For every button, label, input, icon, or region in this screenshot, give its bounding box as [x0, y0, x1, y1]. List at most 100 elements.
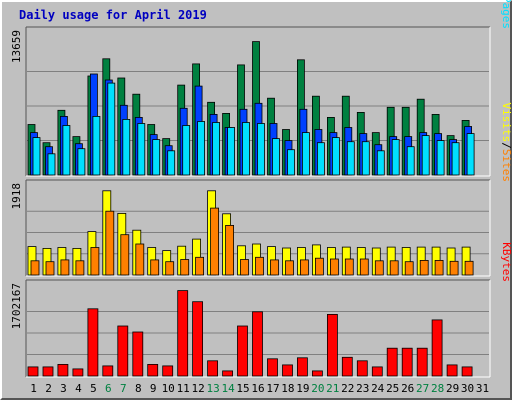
x-tick-label-day-26: 26 — [401, 382, 414, 395]
legend-entry: Pages — [500, 0, 512, 29]
bar-sites-day-12 — [195, 256, 205, 276]
bar-sites-day-14 — [225, 224, 235, 276]
bar-kbytes-day-1 — [27, 366, 39, 377]
x-tick-label-day-29: 29 — [446, 382, 459, 395]
bar-pages-day-13 — [212, 122, 221, 176]
x-tick-label-day-25: 25 — [386, 382, 399, 395]
bar-kbytes-day-6 — [102, 365, 114, 377]
bar-kbytes-day-16 — [252, 311, 263, 377]
bar-sites-day-8 — [135, 243, 145, 276]
bar-pages-day-22 — [346, 141, 355, 176]
bar-sites-day-11 — [180, 259, 190, 276]
bar-pages-day-26 — [406, 146, 415, 176]
legend-entry: KBytes — [500, 242, 512, 282]
bar-sites-day-20 — [314, 257, 324, 276]
bar-sites-day-5 — [90, 247, 100, 276]
bar-kbytes-day-13 — [207, 360, 219, 377]
bar-pages-day-16 — [257, 123, 265, 176]
bar-kbytes-day-4 — [72, 368, 84, 377]
bar-kbytes-day-17 — [267, 358, 278, 377]
bar-pages-day-11 — [182, 125, 191, 176]
bar-kbytes-day-2 — [42, 366, 54, 377]
x-tick-label-day-7: 7 — [120, 382, 127, 395]
bar-pages-day-7 — [122, 119, 131, 176]
bar-kbytes-day-26 — [401, 347, 413, 377]
x-tick-label-day-12: 12 — [191, 382, 204, 395]
bar-pages-day-12 — [197, 121, 206, 176]
x-tick-label-day-1: 1 — [30, 382, 37, 395]
bar-sites-day-28 — [434, 259, 444, 276]
bar-kbytes-day-14 — [222, 370, 234, 377]
chart-title: Daily usage for April 2019 — [19, 8, 207, 22]
bar-pages-day-30 — [466, 133, 475, 176]
x-tick-label-day-2: 2 — [45, 382, 52, 395]
x-tick-label-day-14: 14 — [221, 382, 235, 395]
bar-kbytes-day-23 — [356, 360, 368, 377]
bar-pages-day-4 — [77, 148, 86, 176]
bar-kbytes-day-5 — [87, 308, 99, 377]
bar-sites-day-16 — [255, 256, 264, 276]
x-tick-label-day-6: 6 — [105, 382, 112, 395]
bar-sites-day-26 — [404, 261, 414, 276]
bar-sites-day-15 — [240, 259, 249, 276]
bar-kbytes-day-12 — [192, 301, 204, 377]
bar-kbytes-day-9 — [147, 363, 159, 377]
x-tick-label-day-18: 18 — [281, 382, 294, 395]
x-tick-label-day-13: 13 — [206, 382, 219, 395]
bars-visitors — [27, 190, 474, 276]
bar-pages-day-19 — [301, 132, 310, 176]
x-tick-label-day-11: 11 — [177, 382, 190, 395]
x-tick-label-day-28: 28 — [431, 382, 444, 395]
x-tick-label-day-8: 8 — [135, 382, 142, 395]
bar-kbytes-day-29 — [446, 364, 458, 377]
bar-sites-day-4 — [75, 260, 85, 276]
bar-pages-day-17 — [272, 138, 280, 176]
bar-sites-day-18 — [285, 260, 294, 276]
bar-kbytes-day-19 — [296, 357, 308, 377]
panel-kbytes: 1702167 KBytes — [10, 242, 512, 378]
bar-pages-day-6 — [107, 82, 116, 176]
x-tick-label-day-20: 20 — [311, 382, 324, 395]
x-axis-labels: 1 2 3 4 5 6 7 8 9 10 11 12 13 14 15 16 17 18 19 20 21 22 23 24 2… — [30, 382, 489, 395]
bar-sites-day-3 — [60, 259, 70, 276]
bar-pages-day-25 — [391, 139, 400, 176]
bar-kbytes-day-27 — [416, 347, 428, 377]
bar-kbytes-day-21 — [326, 313, 338, 377]
bar-pages-day-3 — [62, 125, 71, 176]
panel-traffic: 13659 Hits/Files/Pages — [10, 0, 512, 177]
y-max-label: 1702167 — [10, 283, 23, 329]
bar-pages-day-8 — [137, 123, 146, 176]
x-tick-label-day-10: 10 — [162, 382, 175, 395]
panels-layer: 13659 Hits/Files/Pages 1918 Visits/Sites 170… — [10, 0, 512, 378]
bar-sites-day-27 — [419, 259, 429, 276]
bar-sites-day-13 — [210, 207, 220, 276]
x-tick-label-day-19: 19 — [296, 382, 309, 395]
y-max-label: 13659 — [10, 30, 23, 63]
bar-kbytes-day-7 — [117, 325, 129, 377]
bar-kbytes-day-28 — [431, 319, 443, 377]
bar-sites-day-6 — [105, 210, 115, 276]
legend-label-traffic: Hits/Files/Pages — [500, 0, 512, 29]
bar-kbytes-day-11 — [177, 290, 189, 377]
x-tick-label-day-3: 3 — [60, 382, 67, 395]
panel-visitors: 1918 Visits/Sites — [10, 103, 512, 277]
bar-sites-day-2 — [45, 261, 55, 276]
legend-entry: Sites — [500, 149, 512, 182]
bar-pages-day-5 — [92, 116, 101, 176]
bar-sites-day-17 — [270, 259, 279, 276]
bar-sites-day-7 — [120, 234, 130, 276]
x-tick-label-day-15: 15 — [236, 382, 249, 395]
bar-kbytes-day-24 — [371, 366, 383, 377]
bar-kbytes-day-30 — [461, 366, 473, 377]
bar-kbytes-day-25 — [386, 347, 398, 377]
x-tick-label-day-9: 9 — [150, 382, 157, 395]
bar-pages-day-18 — [287, 149, 295, 176]
bar-pages-day-15 — [242, 122, 250, 176]
bar-sites-day-29 — [449, 260, 459, 276]
bars-kbytes — [27, 290, 473, 377]
bar-sites-day-19 — [299, 259, 309, 276]
bar-sites-day-22 — [344, 258, 354, 276]
bar-kbytes-day-10 — [162, 365, 174, 377]
bar-pages-day-9 — [152, 139, 161, 176]
